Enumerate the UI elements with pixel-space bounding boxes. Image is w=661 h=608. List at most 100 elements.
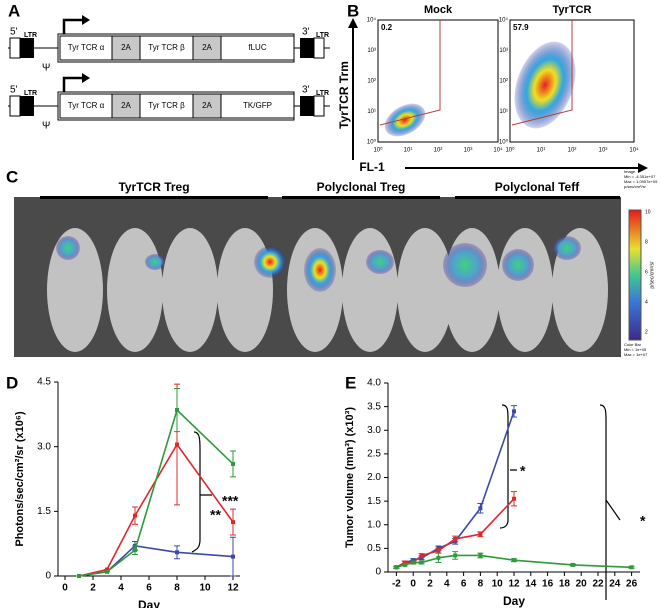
point	[629, 565, 634, 570]
y-tick-label: 4.5	[37, 377, 51, 388]
point	[436, 555, 441, 560]
point	[512, 496, 516, 501]
colorbar-note: Min = 1e+05	[624, 347, 647, 352]
y-tick-label: 1.5	[37, 506, 51, 517]
series-line	[396, 554, 632, 569]
y-tick-label: 0.5	[367, 543, 381, 554]
gene-box	[59, 93, 113, 119]
colorbar-note: Color Bar	[624, 342, 642, 347]
panel-label: A	[8, 1, 20, 20]
x-tick-label: 10⁴	[493, 147, 503, 154]
psi: Ψ	[42, 121, 50, 132]
point	[570, 562, 575, 567]
significance: *	[640, 513, 646, 529]
gene-box	[111, 35, 141, 61]
colorbar-note: Image	[624, 169, 636, 174]
panel-label: E	[345, 373, 356, 392]
y-tick-label: 10¹	[499, 109, 508, 115]
point	[402, 562, 407, 567]
panel-label: C	[6, 167, 18, 186]
ltr-label: 5'	[10, 27, 18, 38]
x-axis-label: Day	[138, 598, 160, 608]
point	[175, 550, 179, 555]
significance: **	[210, 507, 221, 523]
ltr	[313, 95, 325, 117]
point	[436, 548, 441, 553]
ltr	[300, 96, 314, 116]
gene-label: Tyr TCR β	[148, 43, 185, 52]
x-tick-label: 6	[146, 583, 152, 594]
point	[105, 569, 109, 574]
panel-label: D	[6, 373, 18, 392]
axis-label: TyrTCR Trm	[337, 61, 351, 129]
point	[394, 565, 399, 570]
promoter-arrow	[82, 15, 90, 25]
x-tick-label: 10¹	[537, 148, 546, 154]
gene-box	[192, 35, 222, 61]
x-tick-label: 0	[62, 583, 68, 594]
plot-title: Mock	[424, 4, 453, 16]
x-tick-label: 0	[410, 579, 416, 590]
x-tick-label: 4	[118, 583, 124, 594]
gene-label: Tyr TCR α	[68, 43, 105, 52]
imaging-photo	[14, 196, 642, 357]
x-tick-label: 10⁴	[629, 147, 639, 154]
ltr	[9, 95, 21, 117]
point	[175, 408, 179, 413]
y-tick-label: 10¹	[367, 109, 376, 115]
y-tick-label: 0	[45, 571, 51, 582]
colorbar-tick: 8	[645, 239, 648, 245]
point	[478, 532, 483, 537]
x-tick-label: 10⁰	[505, 147, 515, 154]
ltr-label: LTR	[316, 90, 329, 97]
ltr	[300, 38, 314, 58]
colorbar-note: Min = -4.351e+07	[624, 174, 656, 179]
bracket	[499, 404, 621, 600]
point	[411, 558, 416, 563]
bracket	[191, 431, 212, 553]
y-tick-label: 10³	[499, 48, 508, 54]
gene-box	[220, 93, 295, 119]
ltr	[313, 37, 325, 59]
ltr-label: LTR	[24, 90, 37, 97]
ltr	[20, 38, 34, 58]
y-tick-label: 10⁰	[499, 139, 509, 146]
point	[512, 409, 516, 414]
ltr	[9, 37, 21, 59]
y-tick-label: 1.5	[367, 496, 381, 507]
y-axis-label: Photons/sec/cm²/sr (x10⁶)	[14, 411, 26, 547]
y-tick-label: 3.0	[367, 425, 381, 436]
x-tick-label: 12	[508, 579, 520, 590]
x-tick-label: 16	[542, 579, 554, 590]
colorbar-note: p/sec/cm²/sr	[624, 184, 646, 189]
point	[478, 553, 483, 558]
colorbar-tick: 6	[645, 269, 648, 275]
point	[105, 567, 109, 572]
colorbar-tick: 2	[645, 329, 648, 335]
gene-label: Tyr TCR α	[68, 101, 105, 110]
gene-label: 2A	[202, 43, 212, 52]
x-tick-label: -2	[392, 579, 401, 590]
point	[231, 520, 235, 525]
x-tick-label: 10	[199, 583, 211, 594]
x-axis-label: Day	[503, 594, 525, 608]
x-tick-label: 24	[609, 579, 621, 590]
ltr	[20, 96, 34, 116]
gene-label: TK/GFP	[243, 101, 272, 110]
x-tick-label: 6	[461, 579, 467, 590]
promoter-arrow	[82, 73, 90, 83]
x-tick-label: 26	[626, 579, 638, 590]
colorbar-note: Max = 1.0957e+09	[624, 179, 658, 184]
point	[402, 560, 407, 565]
colorbar-unit: p/sec/cm²/sr	[649, 261, 655, 289]
x-tick-label: 10³	[464, 148, 473, 154]
point	[231, 554, 235, 559]
significance: ***	[222, 493, 239, 509]
point	[419, 560, 424, 565]
x-tick-label: 8	[478, 579, 484, 590]
y-tick-label: 3.0	[37, 441, 51, 452]
promoter-arrow	[62, 18, 84, 34]
x-tick-label: 10	[492, 579, 504, 590]
point	[231, 461, 235, 466]
series-line	[78, 408, 234, 577]
